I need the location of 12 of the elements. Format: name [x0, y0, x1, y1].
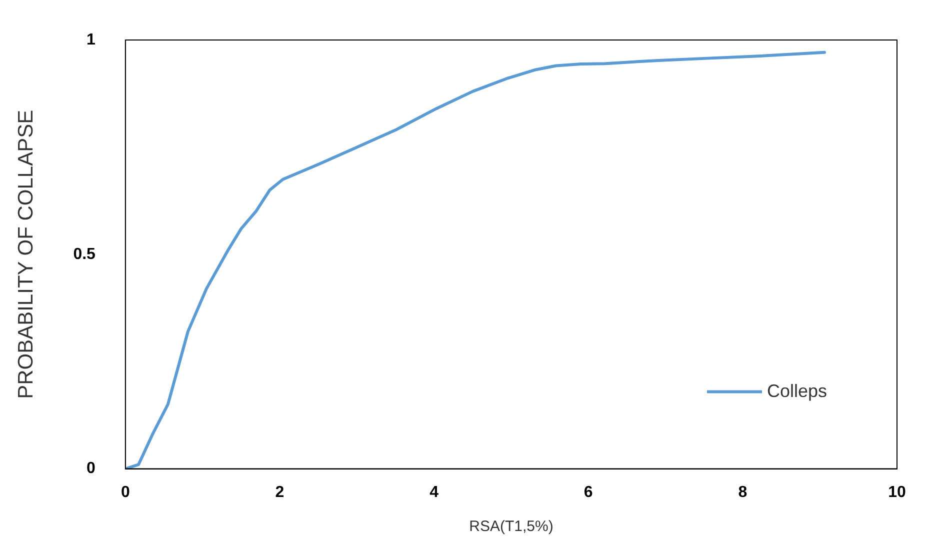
y-tick-label: 0 [86, 460, 96, 478]
x-tick-label: 6 [584, 484, 593, 501]
x-axis-title: RSA(T1,5%) [469, 518, 554, 536]
x-tick-label: 2 [275, 484, 284, 501]
x-tick-label: 0 [120, 484, 130, 501]
y-axis-title: PROBABILITY OF COLLAPSE [14, 110, 38, 399]
x-tick-label: 10 [888, 484, 906, 501]
legend-label: Colleps [767, 380, 828, 401]
x-tick-label: 4 [430, 484, 439, 501]
y-tick-label: 1 [86, 31, 96, 48]
x-tick-label: 8 [738, 484, 748, 501]
y-tick-label: 0.5 [73, 246, 96, 263]
